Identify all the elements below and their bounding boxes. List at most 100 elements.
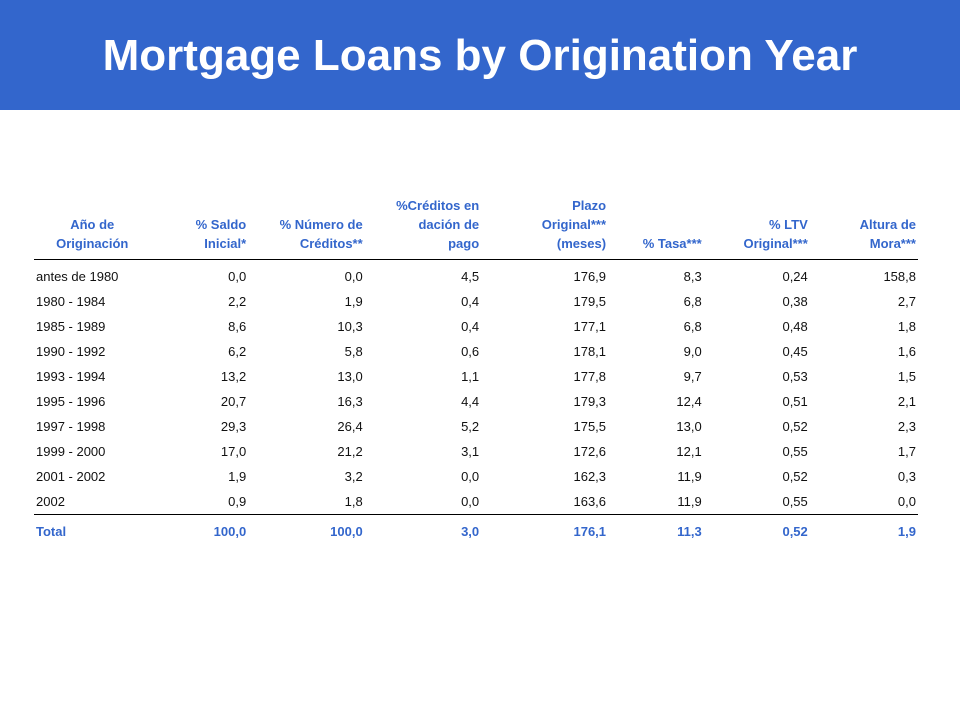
row-label-cell: 1990 - 1992 (36, 344, 106, 359)
table-cell: 16,3 (337, 394, 363, 409)
table-cell: 0,0 (461, 469, 480, 484)
table-cell: 2,7 (897, 294, 916, 309)
table-body: antes de 1980 0,0 0,0 4,5 176,9 8,3 0,24 158,8 1… (34, 260, 918, 545)
table-cell: 162,3 (573, 469, 607, 484)
table-cell: 9,0 (683, 344, 702, 359)
col-header-line: Plazo (572, 198, 607, 213)
table-cell: 20,7 (220, 394, 247, 409)
table-cell: 0,24 (782, 269, 808, 284)
col-header-numero-creditos: % Número de Créditos** (248, 196, 365, 260)
table-cell: 0,52 (782, 419, 808, 434)
row-label-cell: 1993 - 1994 (36, 369, 106, 384)
table-row: 2001 - 2002 1,9 3,2 0,0 162,3 11,9 0,52 0,3 (34, 464, 918, 489)
total-cell: 1,9 (897, 524, 916, 539)
table-cell: 0,4 (461, 319, 480, 334)
table-cell: 13,0 (676, 419, 702, 434)
table-cell: 8,3 (683, 269, 702, 284)
table-cell: 158,8 (883, 269, 916, 284)
table-cell: 13,0 (337, 369, 363, 384)
col-header-line: Originación (56, 236, 129, 251)
table-cell: 176,9 (573, 269, 607, 284)
table-cell: 6,2 (228, 344, 247, 359)
table-row: 1997 - 1998 29,3 26,4 5,2 175,5 13,0 0,52 2,3 (34, 414, 918, 439)
col-header-line: Original*** (743, 236, 808, 251)
col-header-line: %Créditos en (396, 198, 480, 213)
table-cell: 175,5 (573, 419, 607, 434)
table-cell: 0,0 (809, 489, 918, 515)
table-cell: 163,6 (481, 489, 609, 515)
col-header-altura-mora: Altura de Mora*** (809, 196, 918, 260)
table-cell: 0,55 (782, 444, 808, 459)
total-cell: 3,0 (461, 524, 480, 539)
table-cell: 2,3 (897, 419, 916, 434)
table-cell: 177,8 (573, 369, 607, 384)
table-cell: 3,1 (461, 444, 480, 459)
col-header-line: Original*** (541, 217, 607, 232)
col-header-plazo-original: Plazo Original*** (meses) (481, 196, 609, 260)
col-header-line: % LTV (769, 217, 808, 232)
row-label-cell: 1980 - 1984 (36, 294, 106, 309)
total-label-cell: Total (36, 524, 67, 539)
col-header-line: % Tasa*** (642, 236, 702, 251)
table-cell: 13,2 (220, 369, 247, 384)
table-cell: 179,5 (573, 294, 607, 309)
col-header-line: pago (448, 236, 480, 251)
table-cell: 0,4 (461, 294, 480, 309)
table-cell: 6,8 (683, 319, 702, 334)
table-row: 1999 - 2000 17,0 21,2 3,1 172,6 12,1 0,55 1,7 (34, 439, 918, 464)
table-cell: 0,6 (461, 344, 480, 359)
table-cell: 9,7 (683, 369, 702, 384)
table-cell: 0,52 (782, 469, 808, 484)
col-header-saldo-inicial: % Saldo Inicial* (150, 196, 249, 260)
table-cell: 0,38 (782, 294, 808, 309)
row-label-cell: 1985 - 1989 (36, 319, 106, 334)
col-header-line: % Número de (279, 217, 363, 232)
table-cell: 1,5 (897, 369, 916, 384)
row-label-cell: 2001 - 2002 (36, 469, 106, 484)
table-cell: 177,1 (573, 319, 607, 334)
col-header-ltv-original: % LTV Original*** (703, 196, 810, 260)
table-cell: 0,0 (344, 269, 363, 284)
table-cell: 0,0 (228, 269, 247, 284)
table-cell: 1,8 (248, 489, 365, 515)
table-cell: 1,6 (897, 344, 916, 359)
table-row: 2002 0,9 1,8 0,0 163,6 11,9 0,55 0,0 (34, 489, 918, 515)
table-cell: 0,0 (364, 489, 482, 515)
table-cell: 6,8 (683, 294, 702, 309)
table-cell: 1,8 (897, 319, 916, 334)
table-row: 1985 - 1989 8,6 10,3 0,4 177,1 6,8 0,48 1,8 (34, 314, 918, 339)
table-row: 1995 - 1996 20,7 16,3 4,4 179,3 12,4 0,51 2,1 (34, 389, 918, 414)
table-row: antes de 1980 0,0 0,0 4,5 176,9 8,3 0,24 158,8 (34, 260, 918, 290)
table-cell: 1,9 (228, 469, 247, 484)
row-label-cell: 2002 (34, 489, 151, 515)
total-row: Total 100,0 100,0 3,0 176,1 11,3 0,52 1,9 (34, 515, 918, 545)
table-cell: 0,3 (897, 469, 916, 484)
table-row: 1993 - 1994 13,2 13,0 1,1 177,8 9,7 0,53 1,5 (34, 364, 918, 389)
table-cell: 11,9 (608, 489, 704, 515)
table-cell: 1,7 (897, 444, 916, 459)
col-header-line: Créditos** (299, 236, 363, 251)
table-cell: 179,3 (573, 394, 607, 409)
col-header-line: Altura de (859, 217, 916, 232)
col-header-line: dación de (418, 217, 480, 232)
table-cell: 2,2 (228, 294, 247, 309)
col-header-anio-originacion: Año de Originación (34, 196, 151, 260)
total-cell: 11,3 (677, 524, 702, 539)
table-cell: 3,2 (344, 469, 363, 484)
table-cell: 5,2 (461, 419, 480, 434)
table-cell: 0,9 (150, 489, 249, 515)
table-cell: 5,8 (344, 344, 363, 359)
table-cell: 0,45 (782, 344, 808, 359)
table-cell: 0,55 (703, 489, 810, 515)
table-cell: 4,4 (461, 394, 480, 409)
table-cell: 1,9 (344, 294, 363, 309)
mortgage-table: Año de Originación % Saldo Inicial* % Nú… (34, 196, 918, 544)
col-header-line: % Saldo (195, 217, 247, 232)
table-cell: 29,3 (220, 419, 247, 434)
table-cell: 12,4 (676, 394, 702, 409)
table-cell: 17,0 (220, 444, 247, 459)
table-cell: 0,51 (782, 394, 808, 409)
row-label-cell: 1997 - 1998 (36, 419, 106, 434)
table-cell: 4,5 (461, 269, 480, 284)
table-cell: 0,48 (782, 319, 808, 334)
